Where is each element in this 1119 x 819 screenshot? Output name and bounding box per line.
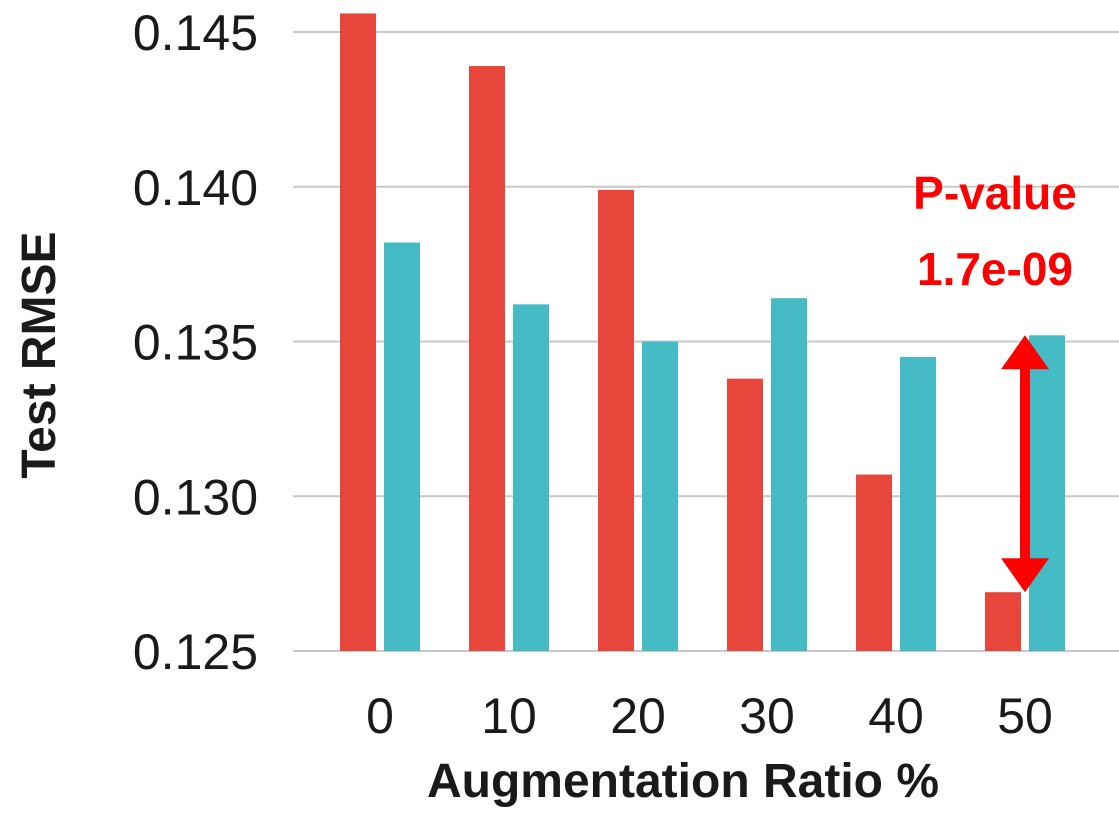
p-value-number: 1.7e-09 [917, 243, 1073, 295]
bar [384, 242, 420, 651]
x-axis-title: Augmentation Ratio % [427, 755, 939, 808]
arrow-head-up [1001, 335, 1049, 370]
x-tick-label: 50 [997, 688, 1053, 744]
x-tick-label: 0 [366, 688, 394, 744]
y-tick-label: 0.145 [133, 5, 258, 61]
bar [598, 189, 634, 651]
bar [642, 341, 678, 651]
bar [985, 592, 1021, 651]
p-value-annotation: P-value 1.7e-09 [913, 167, 1077, 593]
arrow-head-down [1001, 558, 1049, 593]
bar [727, 378, 763, 651]
x-tick-labels: 0 10 20 30 40 50 [366, 688, 1053, 744]
x-tick-label: 20 [610, 688, 666, 744]
bar [900, 356, 936, 651]
x-tick-label: 30 [739, 688, 795, 744]
y-tick-label: 0.135 [133, 315, 258, 371]
gridlines [293, 31, 1119, 652]
y-axis-title: Test RMSE [13, 231, 66, 478]
y-tick-label: 0.140 [133, 160, 258, 216]
y-tick-label: 0.125 [133, 624, 258, 680]
y-tick-label: 0.130 [133, 469, 258, 525]
bar [856, 474, 892, 651]
bar [469, 66, 505, 652]
bar [1029, 335, 1065, 651]
bar [513, 304, 549, 651]
x-tick-label: 40 [868, 688, 924, 744]
bar [340, 13, 376, 652]
y-tick-labels: 0.125 0.130 0.135 0.140 0.145 [133, 5, 258, 680]
p-value-label: P-value [913, 167, 1077, 219]
x-tick-label: 10 [481, 688, 537, 744]
bars [340, 13, 1065, 652]
bar [771, 298, 807, 651]
